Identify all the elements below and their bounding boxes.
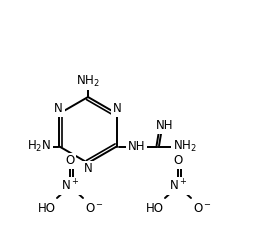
Text: O: O: [173, 154, 183, 168]
Text: N: N: [84, 163, 92, 175]
Text: N$^+$: N$^+$: [169, 178, 187, 194]
Text: N: N: [54, 102, 63, 115]
Text: NH: NH: [128, 140, 145, 153]
Text: N$^+$: N$^+$: [61, 178, 79, 194]
Text: N: N: [113, 102, 122, 115]
Text: NH$_2$: NH$_2$: [173, 139, 197, 154]
Text: O$^-$: O$^-$: [194, 202, 213, 214]
Text: HO: HO: [146, 202, 164, 214]
Text: O$^-$: O$^-$: [86, 202, 104, 214]
Text: HO: HO: [38, 202, 56, 214]
Text: H$_2$N: H$_2$N: [27, 139, 52, 154]
Text: O: O: [65, 154, 75, 168]
Text: NH: NH: [156, 119, 173, 132]
Text: NH$_2$: NH$_2$: [76, 74, 100, 89]
